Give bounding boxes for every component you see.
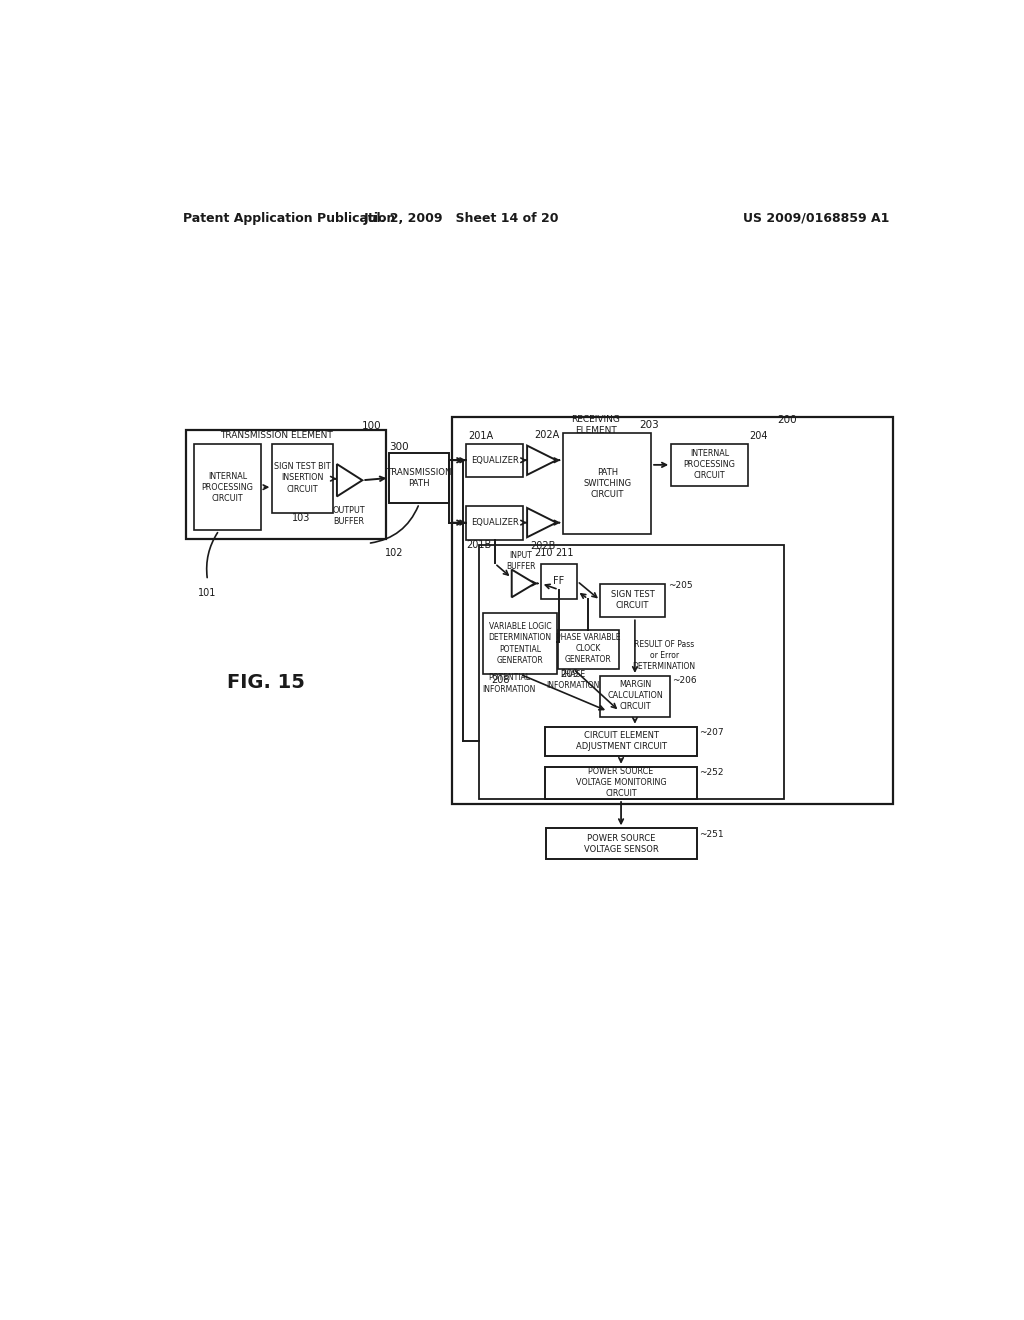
Text: 200: 200 xyxy=(777,416,797,425)
Text: 210: 210 xyxy=(535,548,553,558)
Text: RESULT OF Pass
or Error
DETERMINATION: RESULT OF Pass or Error DETERMINATION xyxy=(633,640,695,672)
Text: INTERNAL
PROCESSING
CIRCUIT: INTERNAL PROCESSING CIRCUIT xyxy=(202,471,254,503)
Text: US 2009/0168859 A1: US 2009/0168859 A1 xyxy=(742,213,889,224)
Text: RECEIVING
ELEMENT: RECEIVING ELEMENT xyxy=(571,414,621,434)
Text: POWER SOURCE
VOLTAGE SENSOR: POWER SOURCE VOLTAGE SENSOR xyxy=(584,834,658,854)
Text: 101: 101 xyxy=(199,589,217,598)
Text: EQUALIZER: EQUALIZER xyxy=(471,455,518,465)
FancyBboxPatch shape xyxy=(545,767,697,799)
Text: 103: 103 xyxy=(292,513,310,523)
Text: VARIABLE LOGIC
DETERMINATION
POTENTIAL
GENERATOR: VARIABLE LOGIC DETERMINATION POTENTIAL G… xyxy=(488,622,552,665)
Text: SIGN TEST BIT
INSERTION
CIRCUIT: SIGN TEST BIT INSERTION CIRCUIT xyxy=(274,462,331,494)
Text: OUTPUT
BUFFER: OUTPUT BUFFER xyxy=(332,507,365,527)
FancyBboxPatch shape xyxy=(272,444,333,512)
Text: POTENTIAL
INFORMATION: POTENTIAL INFORMATION xyxy=(482,673,537,693)
Text: INPUT
BUFFER: INPUT BUFFER xyxy=(506,550,536,572)
FancyBboxPatch shape xyxy=(541,564,578,599)
FancyBboxPatch shape xyxy=(453,417,893,804)
Text: 300: 300 xyxy=(389,442,409,453)
FancyBboxPatch shape xyxy=(671,444,749,487)
Text: 201B: 201B xyxy=(466,540,492,550)
Text: 209: 209 xyxy=(560,669,579,680)
FancyBboxPatch shape xyxy=(186,430,386,539)
Text: 208: 208 xyxy=(490,676,509,685)
Text: FIG. 15: FIG. 15 xyxy=(227,672,305,692)
Text: TRANSMISSION
PATH: TRANSMISSION PATH xyxy=(387,467,452,488)
Text: 204: 204 xyxy=(749,430,767,441)
Text: 202A: 202A xyxy=(535,430,559,440)
Text: PATH
SWITCHING
CIRCUIT: PATH SWITCHING CIRCUIT xyxy=(583,467,631,499)
Text: ~206: ~206 xyxy=(672,676,696,685)
FancyBboxPatch shape xyxy=(195,444,261,531)
Text: Patent Application Publication: Patent Application Publication xyxy=(183,213,395,224)
FancyBboxPatch shape xyxy=(478,545,783,799)
Text: EQUALIZER: EQUALIZER xyxy=(471,519,518,527)
FancyBboxPatch shape xyxy=(558,630,618,669)
Text: 201A: 201A xyxy=(468,430,493,441)
FancyBboxPatch shape xyxy=(547,829,696,859)
Text: MARGIN
CALCULATION
CIRCUIT: MARGIN CALCULATION CIRCUIT xyxy=(607,680,663,711)
Text: 100: 100 xyxy=(361,421,381,432)
FancyBboxPatch shape xyxy=(389,453,450,503)
Text: TRANSMISSION ELEMENT: TRANSMISSION ELEMENT xyxy=(220,432,333,440)
FancyBboxPatch shape xyxy=(600,676,670,717)
FancyBboxPatch shape xyxy=(563,433,651,535)
Text: 203: 203 xyxy=(639,420,658,430)
Text: SIGN TEST
CIRCUIT: SIGN TEST CIRCUIT xyxy=(610,590,654,610)
Text: 211: 211 xyxy=(556,548,574,558)
Text: CIRCUIT ELEMENT
ADJUSTMENT CIRCUIT: CIRCUIT ELEMENT ADJUSTMENT CIRCUIT xyxy=(575,731,667,751)
Text: INTERNAL
PROCESSING
CIRCUIT: INTERNAL PROCESSING CIRCUIT xyxy=(684,449,735,480)
FancyBboxPatch shape xyxy=(545,726,697,756)
Text: ~205: ~205 xyxy=(668,581,692,590)
FancyBboxPatch shape xyxy=(466,507,523,540)
Text: POWER SOURCE
VOLTAGE MONITORING
CIRCUIT: POWER SOURCE VOLTAGE MONITORING CIRCUIT xyxy=(575,767,667,799)
Text: ~252: ~252 xyxy=(698,768,723,777)
Text: PHASE
INFORMATION: PHASE INFORMATION xyxy=(547,669,600,690)
Text: ~207: ~207 xyxy=(698,727,723,737)
FancyBboxPatch shape xyxy=(483,612,557,675)
Text: Jul. 2, 2009   Sheet 14 of 20: Jul. 2, 2009 Sheet 14 of 20 xyxy=(364,213,559,224)
Text: FF: FF xyxy=(553,576,564,586)
Text: PHASE VARIABLE
CLOCK
GENERATOR: PHASE VARIABLE CLOCK GENERATOR xyxy=(556,634,621,664)
FancyBboxPatch shape xyxy=(600,585,665,618)
FancyBboxPatch shape xyxy=(466,444,523,478)
Text: ~251: ~251 xyxy=(698,830,723,840)
Text: 102: 102 xyxy=(385,548,403,558)
Text: 202B: 202B xyxy=(530,541,556,550)
